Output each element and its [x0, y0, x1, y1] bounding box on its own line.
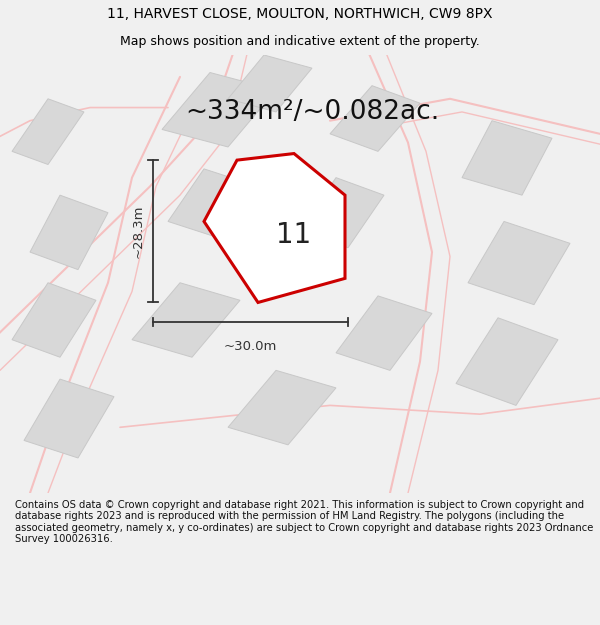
Polygon shape: [204, 154, 345, 302]
Polygon shape: [330, 86, 420, 151]
Text: ~28.3m: ~28.3m: [131, 204, 145, 258]
Polygon shape: [30, 195, 108, 269]
Polygon shape: [300, 177, 384, 248]
Text: 11, HARVEST CLOSE, MOULTON, NORTHWICH, CW9 8PX: 11, HARVEST CLOSE, MOULTON, NORTHWICH, C…: [107, 7, 493, 21]
Polygon shape: [468, 221, 570, 304]
Polygon shape: [162, 72, 276, 147]
Polygon shape: [168, 169, 258, 239]
Polygon shape: [12, 99, 84, 164]
Polygon shape: [462, 121, 552, 195]
Polygon shape: [456, 318, 558, 406]
Text: ~30.0m: ~30.0m: [224, 340, 277, 352]
Text: Contains OS data © Crown copyright and database right 2021. This information is : Contains OS data © Crown copyright and d…: [15, 499, 593, 544]
Polygon shape: [228, 55, 312, 112]
Polygon shape: [24, 379, 114, 458]
Polygon shape: [336, 296, 432, 371]
Polygon shape: [132, 282, 240, 357]
Text: Map shows position and indicative extent of the property.: Map shows position and indicative extent…: [120, 35, 480, 48]
Text: 11: 11: [277, 221, 311, 249]
Text: ~334m²/~0.082ac.: ~334m²/~0.082ac.: [185, 99, 439, 125]
Polygon shape: [228, 371, 336, 445]
Polygon shape: [12, 282, 96, 357]
